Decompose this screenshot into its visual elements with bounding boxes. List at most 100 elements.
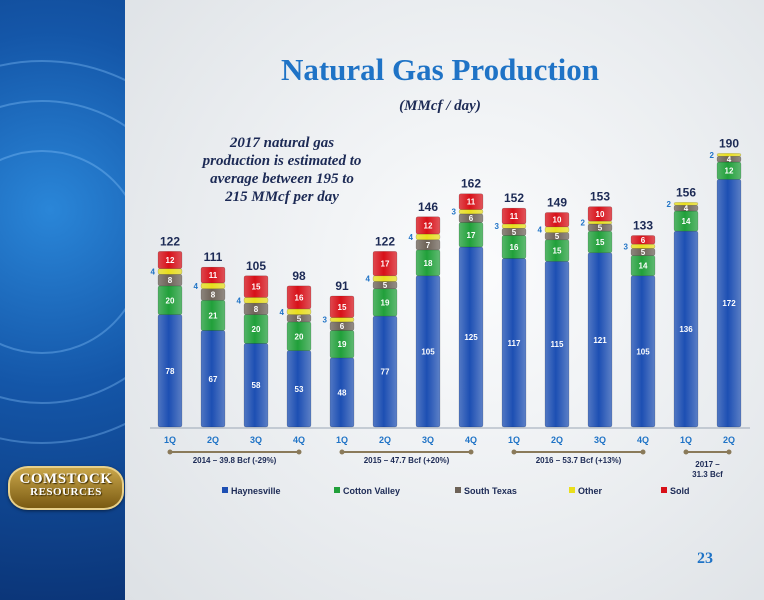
- bar-label-other: 2: [581, 219, 586, 228]
- x-tick-label: 4Q: [465, 435, 477, 445]
- year-bracket-end: [726, 449, 732, 455]
- logo-line-2: RESOURCES: [30, 486, 102, 498]
- bar-label-other: 4: [280, 308, 285, 317]
- bar-label-south-texas: 8: [254, 305, 259, 314]
- bar-label-other: 3: [323, 316, 328, 325]
- x-tick-label: 1Q: [508, 435, 520, 445]
- bar-label-sold: 6: [641, 236, 646, 245]
- bar-sold: [587, 206, 613, 222]
- production-estimate-note: 2017 natural gas production is estimated…: [202, 135, 362, 205]
- legend-swatch-sold: [661, 487, 667, 493]
- year-group-label: 2017 –31.3 Bcf: [692, 460, 723, 479]
- x-tick-label: 1Q: [336, 435, 348, 445]
- bar-label-sold: 17: [381, 260, 390, 269]
- legend-swatch-cotton-valley: [334, 487, 340, 493]
- x-tick-label: 1Q: [164, 435, 176, 445]
- bar-other: [587, 220, 613, 225]
- x-tick-label: 2Q: [551, 435, 563, 445]
- x-tick-label: 4Q: [637, 435, 649, 445]
- bar-other: [501, 223, 527, 229]
- bar-total-label: 156: [676, 185, 696, 199]
- bar-label-cotton-valley: 20: [252, 325, 261, 334]
- bar-label-other: 3: [452, 208, 457, 217]
- bar-label-haynesville: 48: [338, 388, 347, 397]
- legend-label-sold: Sold: [670, 486, 690, 496]
- bar-label-cotton-valley: 14: [639, 262, 648, 271]
- bar-label-other: 4: [409, 233, 414, 242]
- year-group-label: 2014 – 39.8 Bcf (-29%): [193, 456, 277, 465]
- bar-sold: [157, 251, 183, 269]
- bar-sold: [501, 207, 527, 225]
- x-tick-label: 1Q: [680, 435, 692, 445]
- legend-label-other: Other: [578, 486, 603, 496]
- bar-label-sold: 10: [553, 216, 562, 225]
- bar-haynesville: [716, 179, 742, 428]
- bar-label-cotton-valley: 15: [596, 238, 605, 247]
- bar-label-south-texas: 5: [555, 232, 560, 241]
- year-bracket-end: [511, 449, 517, 455]
- bar-other: [415, 233, 441, 241]
- bar-south-texas: [544, 232, 570, 241]
- year-group-label: 2016 – 53.7 Bcf (+13%): [536, 456, 622, 465]
- bar-label-other: 4: [151, 267, 156, 276]
- bar-sold: [415, 216, 441, 235]
- bar-label-cotton-valley: 18: [424, 259, 433, 268]
- bar-label-haynesville: 136: [679, 325, 693, 334]
- bar-other: [544, 226, 570, 233]
- bar-total-label: 111: [204, 250, 223, 264]
- bar-label-south-texas: 5: [641, 248, 646, 257]
- year-group-label: 2015 – 47.7 Bcf (+20%): [364, 456, 450, 465]
- legend-label-south-texas: South Texas: [464, 486, 517, 496]
- bar-total-label: 190: [719, 136, 739, 150]
- bar-sold: [200, 266, 226, 284]
- company-logo: COMSTOCK RESOURCES: [8, 466, 124, 510]
- x-tick-label: 2Q: [379, 435, 391, 445]
- bar-label-haynesville: 121: [593, 336, 607, 345]
- bar-sold: [544, 212, 570, 228]
- bar-label-sold: 12: [424, 221, 433, 230]
- bar-label-cotton-valley: 20: [166, 296, 175, 305]
- legend-swatch-other: [569, 487, 575, 493]
- legend-label-haynesville: Haynesville: [231, 486, 281, 496]
- bar-label-cotton-valley: 12: [725, 167, 734, 176]
- bar-total-label: 122: [375, 234, 395, 248]
- bar-label-south-texas: 6: [469, 214, 474, 223]
- x-tick-label: 4Q: [293, 435, 305, 445]
- bar-other: [243, 297, 269, 304]
- year-bracket-end: [640, 449, 646, 455]
- slide-background: [125, 0, 764, 600]
- bar-label-south-texas: 6: [340, 322, 345, 331]
- x-tick-label: 3Q: [250, 435, 262, 445]
- bar-label-other: 3: [495, 222, 500, 231]
- x-tick-label: 2Q: [207, 435, 219, 445]
- bar-total-label: 133: [633, 218, 653, 232]
- year-bracket-end: [296, 449, 302, 455]
- bar-label-cotton-valley: 20: [295, 332, 304, 341]
- bar-label-sold: 11: [510, 212, 519, 221]
- legend-swatch-haynesville: [222, 487, 228, 493]
- bar-label-cotton-valley: 21: [209, 311, 218, 320]
- bar-label-sold: 16: [295, 293, 304, 302]
- bar-total-label: 146: [418, 200, 438, 214]
- bar-sold: [243, 275, 269, 298]
- bar-sold: [286, 285, 312, 310]
- bar-label-sold: 10: [596, 210, 605, 219]
- bar-label-other: 4: [538, 226, 543, 235]
- legend-swatch-south-texas: [455, 487, 461, 493]
- bar-label-south-texas: 4: [727, 155, 732, 164]
- x-tick-label: 3Q: [594, 435, 606, 445]
- bar-label-other: 4: [237, 296, 242, 305]
- bar-label-other: 2: [710, 151, 715, 160]
- bar-label-haynesville: 77: [381, 368, 390, 377]
- bar-label-haynesville: 125: [464, 333, 478, 342]
- bar-other: [200, 282, 226, 290]
- bar-label-other: 2: [667, 200, 672, 209]
- bar-label-south-texas: 5: [598, 224, 603, 233]
- year-bracket-end: [683, 449, 689, 455]
- bar-haynesville: [243, 343, 269, 428]
- bar-label-south-texas: 7: [426, 241, 431, 250]
- bar-label-haynesville: 117: [508, 339, 521, 348]
- bar-sold: [630, 235, 656, 245]
- bar-other: [673, 202, 699, 206]
- bar-total-label: 153: [590, 190, 610, 204]
